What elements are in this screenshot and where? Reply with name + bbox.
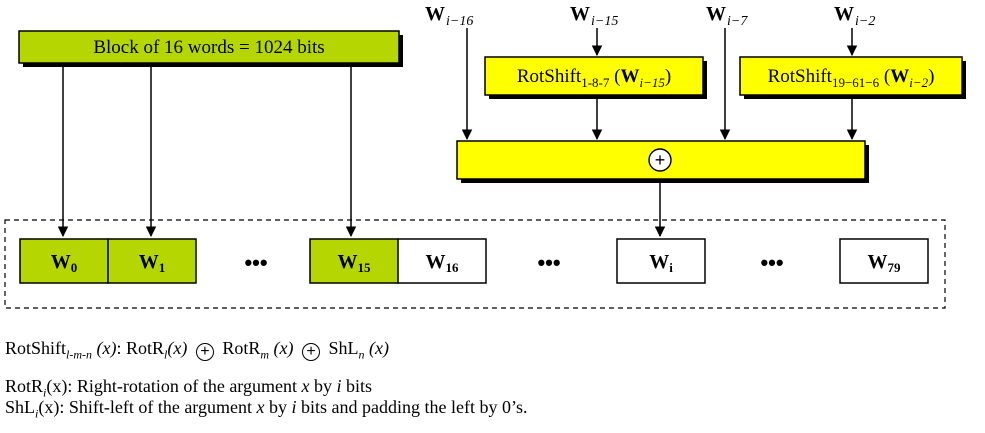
block-label: Block of 16 words = 1024 bits [93,37,324,58]
ellipsis-3: ••• [760,250,783,275]
word-w15: W15 [309,238,399,284]
ellipsis-1: ••• [244,250,267,275]
legend-shl-definition: ShLi(x): Shift-left of the argument x by… [5,397,528,421]
svg-text:W79: W79 [868,251,902,275]
word-array-container [4,219,946,309]
xor-inline-icon: + [302,343,321,361]
legend-rotr-definition: RotRi(x): Right-rotation of the argument… [5,376,373,400]
svg-text:W1: W1 [139,251,166,275]
legend-rotshift-definition: RotShiftl-m-n (x): RotRl(x) + RotRm (x) … [5,338,390,362]
word-w16: W16 [397,238,487,284]
word-wi: Wi [616,238,706,284]
word-w0: W0 [19,238,109,284]
ellipsis-2: ••• [537,250,560,275]
rotshift-a-label: RotShift1-8-7 (Wi−15) [517,66,671,90]
xor-inline-icon: + [195,343,214,361]
input-w-i-2: Wi−2 [834,3,875,29]
input-w-i-7: Wi−7 [706,3,748,29]
svg-text:W0: W0 [51,251,78,275]
xor-circle-icon [648,148,672,172]
word-w79: W79 [839,238,929,284]
xor-adder-box: + [456,140,869,183]
xor-symbol: + [655,150,666,170]
word-w1: W1 [107,238,197,284]
input-w-i-15: Wi−15 [570,3,618,29]
rotshift-b-label: RotShift19−61−6 (Wi−2) [768,66,935,90]
input-w-i-16: Wi−16 [425,3,473,29]
block-of-16-words-box: Block of 16 words = 1024 bits [18,30,403,67]
rotshift-box-b: RotShift19−61−6 (Wi−2) [739,56,966,99]
svg-text:W15: W15 [338,251,372,275]
svg-text:W16: W16 [426,251,460,275]
rotshift-box-a: RotShift1-8-7 (Wi−15) [484,56,707,99]
svg-text:Wi: Wi [649,251,673,275]
